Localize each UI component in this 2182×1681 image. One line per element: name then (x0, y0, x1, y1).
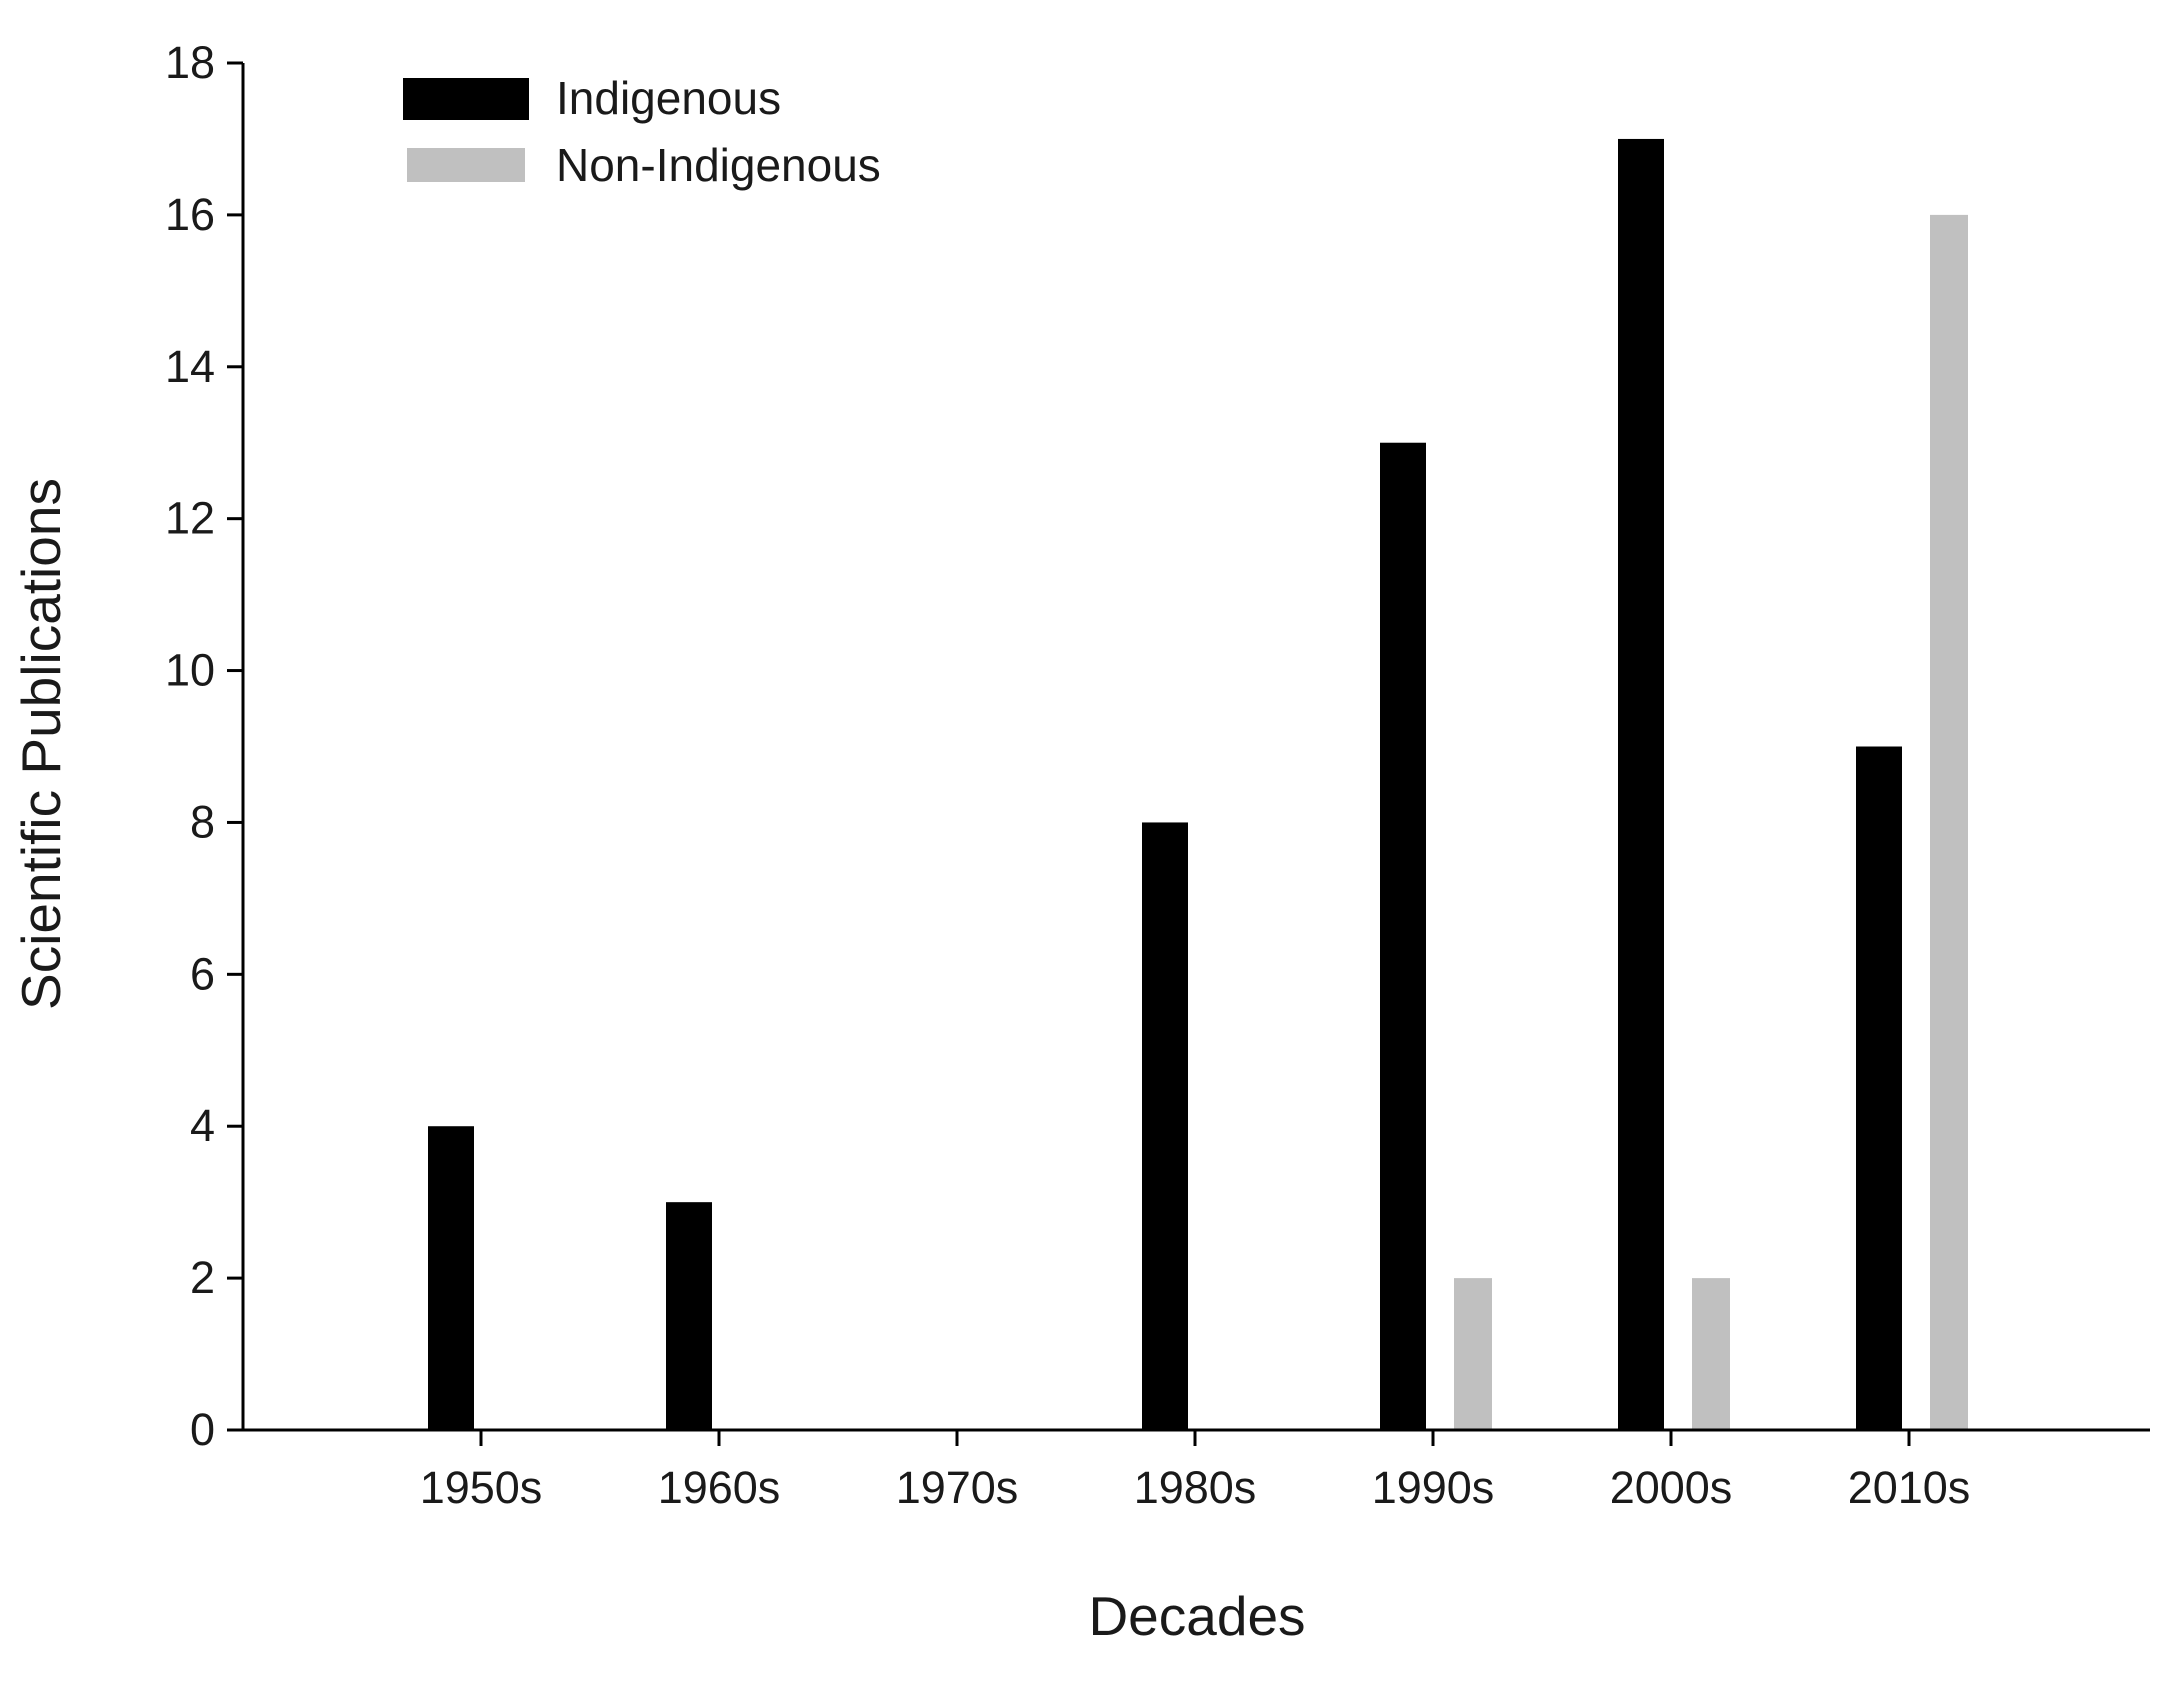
bars (428, 138, 1968, 1430)
legend-label-indigenous: Indigenous (556, 72, 781, 124)
y-tick-label: 6 (190, 948, 215, 999)
y-tick-label: 14 (165, 341, 215, 392)
x-tick-label: 2010s (1848, 1462, 1971, 1513)
x-tick-label: 1960s (658, 1462, 781, 1513)
legend: Indigenous Non-Indigenous (403, 72, 881, 191)
x-tick-label: 1980s (1134, 1462, 1257, 1513)
bar-indigenous-1960s (666, 1202, 712, 1430)
bar-indigenous-2010s (1856, 746, 1902, 1430)
y-tick-label: 2 (190, 1252, 215, 1303)
x-tick-label: 1950s (420, 1462, 543, 1513)
y-axis-title: Scientific Publications (10, 478, 72, 1010)
y-axis-ticks: 0 2 4 6 8 10 12 14 16 18 (165, 37, 243, 1455)
y-tick-label: 12 (165, 493, 215, 544)
x-tick-label: 1990s (1372, 1462, 1495, 1513)
x-axis-ticks: 1950s 1960s 1970s 1980s 1990s 2000s 2010s (420, 1430, 1971, 1513)
bar-non-indigenous-1990s (1454, 1278, 1492, 1430)
x-axis-title: Decades (1088, 1585, 1305, 1647)
x-tick-label: 2000s (1610, 1462, 1733, 1513)
bar-non-indigenous-2000s (1692, 1278, 1730, 1430)
bar-indigenous-2000s (1618, 138, 1664, 1430)
bar-indigenous-1980s (1142, 822, 1188, 1430)
y-tick-label: 4 (190, 1100, 215, 1151)
bar-indigenous-1990s (1380, 442, 1426, 1430)
bar-indigenous-1950s (428, 1126, 474, 1430)
legend-label-non-indigenous: Non-Indigenous (556, 139, 881, 191)
y-tick-label: 18 (165, 37, 215, 88)
y-tick-label: 8 (190, 796, 215, 847)
y-tick-label: 0 (190, 1404, 215, 1455)
legend-swatch-non-indigenous (407, 148, 525, 182)
x-tick-label: 1970s (896, 1462, 1019, 1513)
y-tick-label: 10 (165, 645, 215, 696)
bar-non-indigenous-2010s (1930, 214, 1968, 1430)
legend-swatch-indigenous (403, 78, 529, 120)
y-tick-label: 16 (165, 189, 215, 240)
